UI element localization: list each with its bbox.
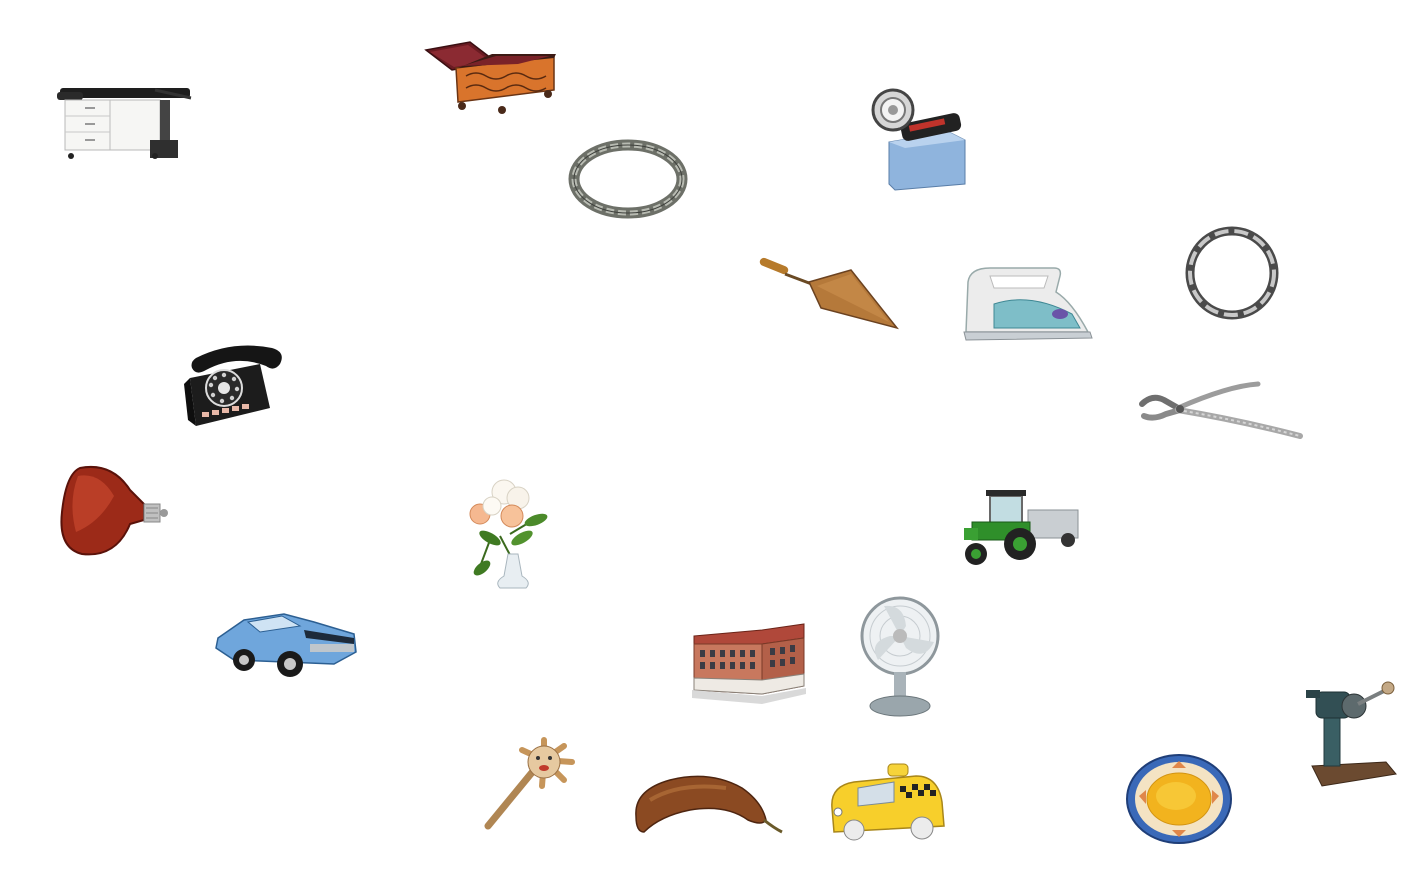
decorated-plate-icon	[1124, 752, 1234, 846]
silver-ring-chain-icon	[1180, 222, 1284, 324]
trowel-icon	[755, 256, 901, 334]
examination-table-icon	[55, 84, 195, 164]
green-tractor-icon	[958, 488, 1082, 574]
red-heat-lamp-bulb-icon	[60, 462, 172, 560]
flower-vase-icon	[460, 476, 552, 592]
clothes-iron-icon	[960, 262, 1094, 344]
building-model-icon	[690, 620, 808, 706]
chain-bracelet-icon	[568, 138, 690, 220]
desk-fan-icon	[854, 596, 948, 720]
meat-grinder-icon	[1302, 676, 1398, 792]
yellow-taxi-toy-icon	[824, 762, 948, 844]
red-banana-icon	[630, 770, 786, 840]
rotary-telephone-icon	[176, 338, 288, 432]
dental-pliers-icon	[1138, 380, 1304, 444]
blue-muscle-car-icon	[214, 608, 358, 682]
ornate-chest-icon	[422, 40, 558, 116]
slide-projector-icon	[865, 84, 975, 194]
wooden-rattle-icon	[480, 736, 592, 832]
